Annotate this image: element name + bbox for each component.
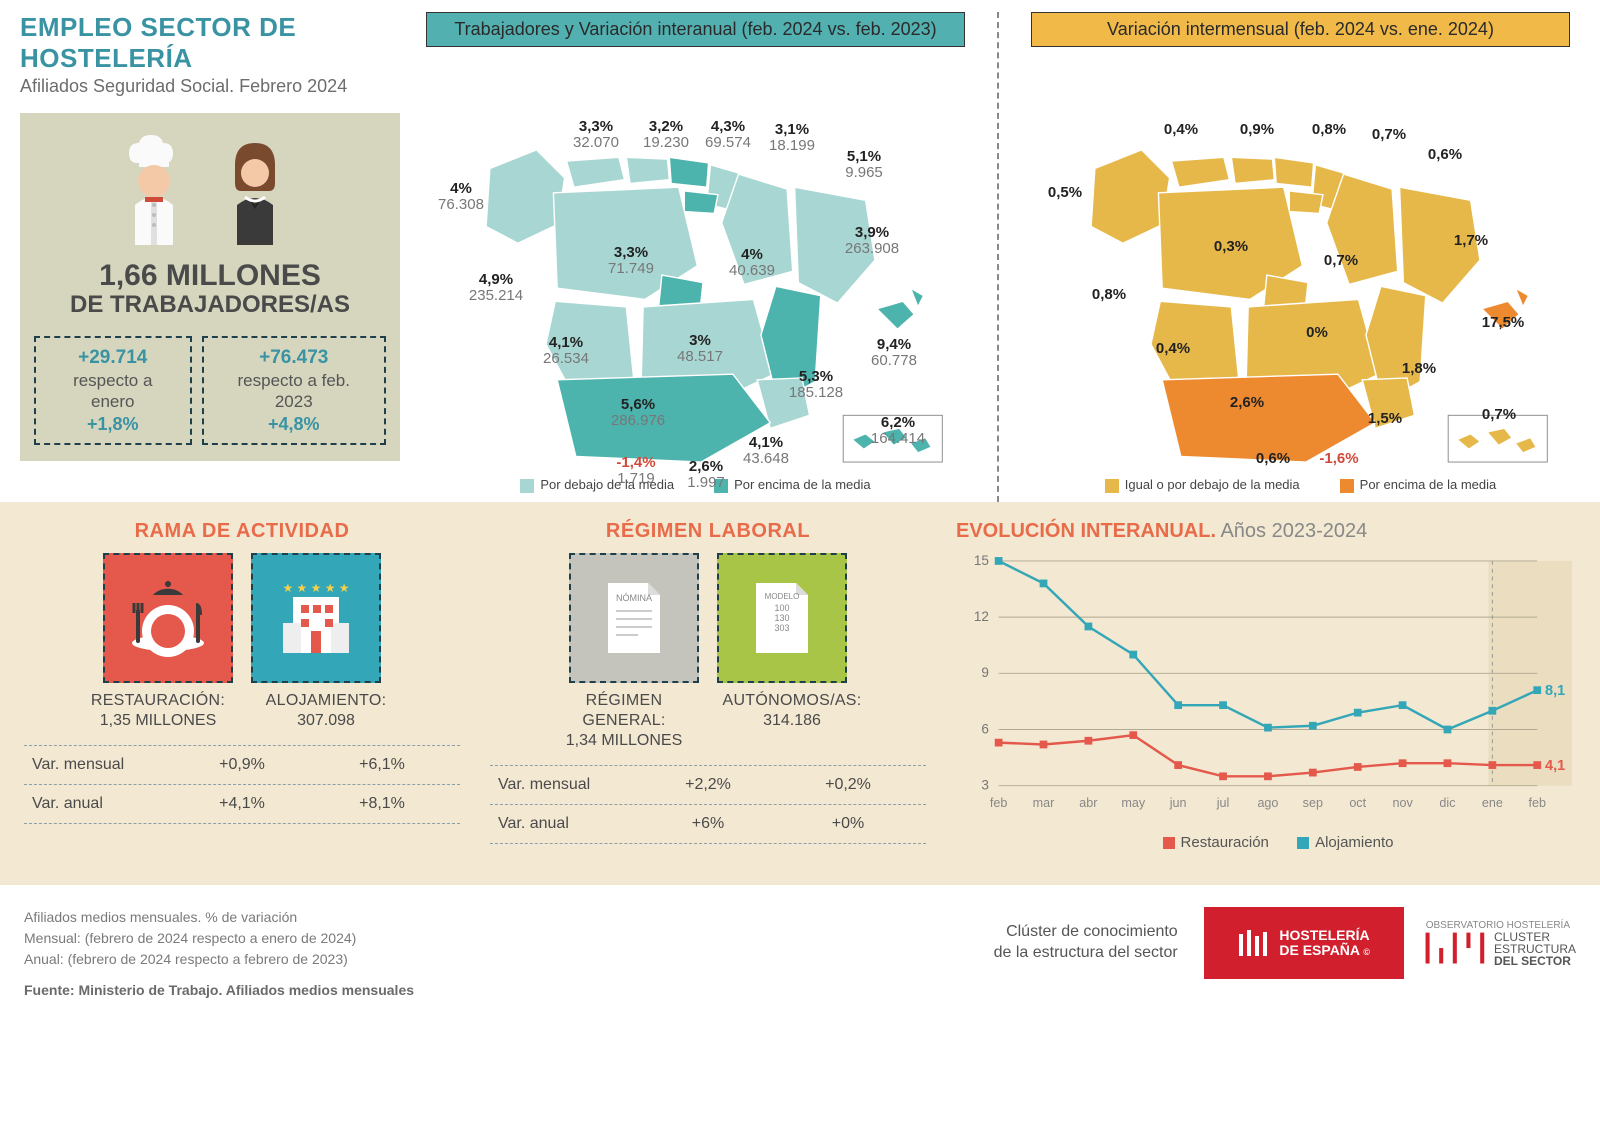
divider <box>997 12 999 502</box>
general-card: NÓMINA <box>569 553 699 683</box>
evolution-section: EVOLUCIÓN INTERANUAL. Años 2023-2024 3 6 9… <box>956 520 1576 851</box>
legend-above-swatch <box>1340 479 1354 493</box>
svg-text:feb: feb <box>990 796 1008 810</box>
hotel-icon: ★ ★ ★ ★ ★ <box>271 573 361 663</box>
observatorio-logo: OBSERVATORIO HOSTELERÍA ┃╻┃╹┃ CLUSTEREST… <box>1420 920 1576 967</box>
svg-text:8,1: 8,1 <box>1545 683 1565 699</box>
legend-above-swatch <box>714 479 728 493</box>
chef-icon <box>117 135 207 245</box>
headline-figure: 1,66 MILLONES DE TRABAJADORES/AS <box>34 259 386 318</box>
svg-text:oct: oct <box>1349 796 1366 810</box>
activity-section: RAMA DE ACTIVIDAD <box>24 520 460 851</box>
hosteleria-logo: HOSTELERÍADE ESPAÑA © <box>1204 907 1404 979</box>
evolution-chart: 3 6 9 12 15 feb mar abr may jun jul ago sep oct nov dic… <box>956 543 1576 823</box>
svg-text:100: 100 <box>774 603 789 613</box>
map2-title: Variación intermensual (feb. 2024 vs. en… <box>1031 12 1570 47</box>
map1-title: Trabajadores y Variación interanual (feb… <box>426 12 965 47</box>
svg-text:9: 9 <box>981 665 989 680</box>
svg-text:15: 15 <box>974 553 989 568</box>
legend-below-swatch <box>1105 479 1119 493</box>
evolution-title: EVOLUCIÓN INTERANUAL. Años 2023-2024 <box>956 520 1576 543</box>
alojamiento-card: ★ ★ ★ ★ ★ <box>251 553 381 683</box>
chart-legend: Restauración Alojamiento <box>956 834 1576 851</box>
svg-text:mar: mar <box>1033 796 1055 810</box>
svg-text:MODELO: MODELO <box>765 592 800 601</box>
svg-text:jul: jul <box>1216 796 1230 810</box>
legend-below-swatch <box>520 479 534 493</box>
regimen-table: Var. mensual+2,2%+0,2% Var. anual+6%+0% <box>490 765 926 844</box>
svg-text:130: 130 <box>774 613 789 623</box>
svg-text:303: 303 <box>774 623 789 633</box>
activity-title: RAMA DE ACTIVIDAD <box>24 520 460 543</box>
svg-text:ago: ago <box>1257 796 1278 810</box>
svg-text:feb: feb <box>1529 796 1547 810</box>
svg-text:12: 12 <box>974 609 989 624</box>
page-subtitle: Afiliados Seguridad Social. Febrero 2024 <box>20 76 400 97</box>
svg-text:6: 6 <box>981 721 989 736</box>
spain-map-2 <box>1021 47 1580 477</box>
svg-text:may: may <box>1121 796 1145 810</box>
svg-text:3: 3 <box>981 778 989 793</box>
svg-text:sep: sep <box>1303 796 1323 810</box>
footer: Afiliados medios mensuales. % de variaci… <box>0 885 1600 1001</box>
stat-annual: +76.473 respecto a feb. 2023 +4,8% <box>202 336 386 445</box>
autonomos-card: MODELO 100 130 303 <box>717 553 847 683</box>
svg-text:4,1: 4,1 <box>1545 758 1565 774</box>
stat-monthly: +29.714 respecto a enero +1,8% <box>34 336 192 445</box>
autonomos-label: AUTÓNOMOS/AS:314.186 <box>717 691 867 751</box>
map-intermonthly: Variación intermensual (feb. 2024 vs. en… <box>1021 12 1580 502</box>
people-illustration <box>34 135 386 245</box>
modelo-icon: MODELO 100 130 303 <box>742 573 822 663</box>
svg-text:abr: abr <box>1079 796 1097 810</box>
hero-box: 1,66 MILLONES DE TRABAJADORES/AS +29.714… <box>20 113 400 461</box>
waitress-icon <box>213 135 303 245</box>
spain-map-1 <box>416 47 975 477</box>
nomina-icon: NÓMINA <box>594 573 674 663</box>
svg-text:NÓMINA: NÓMINA <box>616 593 652 603</box>
map-interannual: Trabajadores y Variación interanual (feb… <box>416 12 975 502</box>
page-title: EMPLEO SECTOR DE HOSTELERÍA <box>20 12 400 74</box>
regimen-title: RÉGIMEN LABORAL <box>490 520 926 543</box>
general-label: RÉGIMEN GENERAL:1,34 MILLONES <box>549 691 699 751</box>
alojamiento-label: ALOJAMIENTO:307.098 <box>251 691 401 731</box>
svg-text:★ ★ ★ ★ ★: ★ ★ ★ ★ ★ <box>282 581 349 595</box>
svg-text:jun: jun <box>1169 796 1187 810</box>
restauracion-label: RESTAURACIÓN:1,35 MILLONES <box>83 691 233 731</box>
regimen-section: RÉGIMEN LABORAL NÓMINA <box>490 520 926 851</box>
svg-text:nov: nov <box>1392 796 1413 810</box>
restauracion-card <box>103 553 233 683</box>
svg-text:ene: ene <box>1482 796 1503 810</box>
activity-table: Var. mensual+0,9%+6,1% Var. anual+4,1%+8… <box>24 745 460 824</box>
restaurant-icon <box>123 573 213 663</box>
svg-text:dic: dic <box>1439 796 1455 810</box>
cluster-text: Clúster de conocimiento de la estructura… <box>994 922 1178 964</box>
